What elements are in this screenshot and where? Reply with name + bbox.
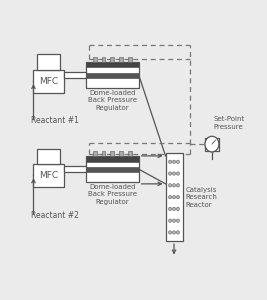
Bar bbox=[111, 57, 114, 62]
Bar bbox=[37, 54, 60, 70]
Text: Reactant #2: Reactant #2 bbox=[31, 211, 79, 220]
Circle shape bbox=[172, 160, 175, 164]
Circle shape bbox=[169, 184, 172, 187]
Bar bbox=[87, 167, 139, 172]
Bar bbox=[128, 151, 132, 156]
Circle shape bbox=[176, 231, 179, 234]
Bar bbox=[119, 57, 123, 62]
Text: Reactant #1: Reactant #1 bbox=[31, 116, 79, 125]
Bar bbox=[93, 151, 97, 156]
Bar bbox=[102, 57, 105, 62]
Bar bbox=[102, 151, 105, 156]
Circle shape bbox=[169, 195, 172, 199]
Text: Dome-loaded
Back Pressure
Regulator: Dome-loaded Back Pressure Regulator bbox=[88, 184, 137, 205]
Circle shape bbox=[172, 172, 175, 175]
Bar bbox=[87, 62, 139, 88]
Circle shape bbox=[176, 207, 179, 211]
Circle shape bbox=[172, 231, 175, 234]
Bar bbox=[111, 151, 114, 156]
Text: Dome-loaded
Back Pressure
Regulator: Dome-loaded Back Pressure Regulator bbox=[88, 90, 137, 111]
Text: MFC: MFC bbox=[39, 76, 58, 85]
Bar bbox=[87, 156, 139, 162]
Bar bbox=[64, 166, 87, 172]
Circle shape bbox=[169, 231, 172, 234]
Text: Catalysis
Research
Reactor: Catalysis Research Reactor bbox=[186, 187, 218, 208]
Bar bbox=[33, 164, 64, 187]
Circle shape bbox=[176, 184, 179, 187]
Bar bbox=[119, 151, 123, 156]
Circle shape bbox=[205, 136, 219, 152]
Bar bbox=[64, 72, 87, 78]
Bar bbox=[33, 70, 64, 93]
Circle shape bbox=[176, 160, 179, 164]
Circle shape bbox=[176, 172, 179, 175]
Bar bbox=[87, 73, 139, 78]
Bar bbox=[166, 153, 183, 241]
Circle shape bbox=[169, 172, 172, 175]
Text: MFC: MFC bbox=[39, 171, 58, 180]
Bar bbox=[93, 57, 97, 62]
Circle shape bbox=[169, 160, 172, 164]
Circle shape bbox=[169, 207, 172, 211]
Bar bbox=[205, 138, 219, 151]
Circle shape bbox=[172, 195, 175, 199]
Circle shape bbox=[172, 219, 175, 222]
Bar bbox=[87, 156, 139, 182]
Bar bbox=[37, 148, 60, 164]
Bar bbox=[128, 57, 132, 62]
Circle shape bbox=[172, 184, 175, 187]
Bar bbox=[87, 62, 139, 68]
Circle shape bbox=[172, 207, 175, 211]
Circle shape bbox=[176, 195, 179, 199]
Circle shape bbox=[176, 219, 179, 222]
Circle shape bbox=[169, 219, 172, 222]
Text: Set-Point
Pressure: Set-Point Pressure bbox=[213, 116, 245, 130]
